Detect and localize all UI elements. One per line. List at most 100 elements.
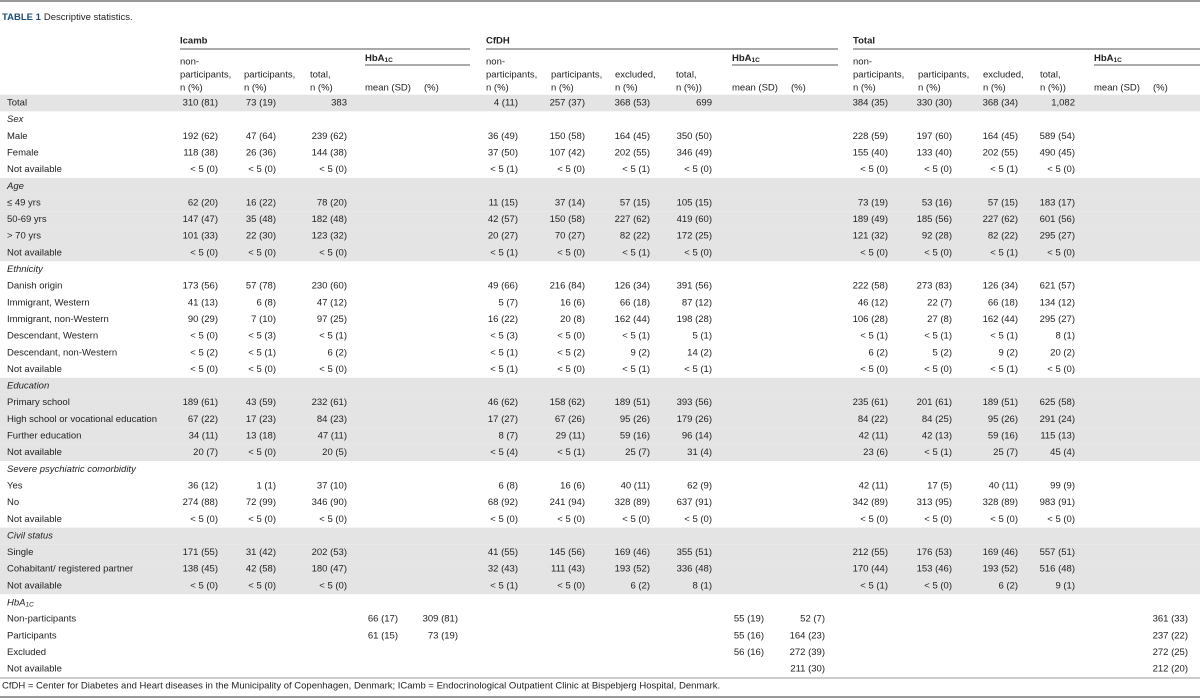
cell: 197 (60) <box>917 131 952 142</box>
hba1c-header: HbA1C <box>732 53 760 64</box>
cell: < 5 (1) <box>622 331 650 342</box>
cell: 346 (90) <box>312 497 347 508</box>
column-header: participants, <box>551 70 602 81</box>
cell: 228 (59) <box>853 131 888 142</box>
cell: 180 (47) <box>312 564 347 575</box>
cell: 169 (46) <box>983 547 1018 558</box>
cell: 516 (48) <box>1040 564 1075 575</box>
cell: < 5 (1) <box>622 164 650 175</box>
group-header: CfDH <box>486 36 510 47</box>
cell: 16 (22) <box>488 314 518 325</box>
row-label: 50-69 yrs <box>7 214 47 225</box>
cell: < 5 (1) <box>990 247 1018 258</box>
row-band <box>0 427 1200 445</box>
cell: 232 (61) <box>312 397 347 408</box>
cell: 45 (4) <box>1050 447 1075 458</box>
cell: 40 (11) <box>989 480 1018 491</box>
cell: 46 (12) <box>858 297 888 308</box>
cell: 147 (47) <box>183 214 218 225</box>
cell: 17 (23) <box>246 414 276 425</box>
column-header: participants, <box>180 70 231 81</box>
cell: < 5 (3) <box>248 331 276 342</box>
column-header: (%) <box>424 83 439 94</box>
cell: < 5 (0) <box>190 364 218 375</box>
cell: 192 (62) <box>183 131 218 142</box>
cell: < 5 (0) <box>1047 164 1075 175</box>
cell: 5 (1) <box>692 331 712 342</box>
row-label: Cohabitant/ registered partner <box>7 564 133 575</box>
cell: 9 (1) <box>1055 580 1075 591</box>
cell: 241 (94) <box>550 497 585 508</box>
cell: 106 (28) <box>853 314 888 325</box>
section-heading: Ethnicity <box>7 264 44 275</box>
cell: < 5 (1) <box>319 331 347 342</box>
row-label: Single <box>7 547 33 558</box>
cell: < 5 (0) <box>684 164 712 175</box>
cell: 419 (60) <box>677 214 712 225</box>
row-label: Further education <box>7 431 81 442</box>
cell: 273 (83) <box>917 281 952 292</box>
cell: 111 (43) <box>551 564 585 575</box>
hba1c-header: HbA1C <box>1094 53 1122 64</box>
row-band <box>0 244 1200 262</box>
cell: 5 (7) <box>498 297 518 308</box>
cell: 272 (25) <box>1153 647 1188 658</box>
cell: 393 (56) <box>677 397 712 408</box>
cell: < 5 (0) <box>319 247 347 258</box>
cell: 328 (89) <box>615 497 650 508</box>
row-label: Participants <box>7 630 57 641</box>
cell: 61 (15) <box>368 630 398 641</box>
cell: 62 (9) <box>687 480 712 491</box>
cell: 68 (92) <box>488 497 518 508</box>
hba1c-header-sub: 1C <box>1114 57 1123 64</box>
group-header: Icamb <box>180 36 208 47</box>
cell: 637 (91) <box>677 497 712 508</box>
cell: 1,082 <box>1051 98 1075 109</box>
column-header: total, <box>310 70 331 81</box>
cell: 212 (55) <box>853 547 888 558</box>
cell: 73 (19) <box>858 197 888 208</box>
cell: 150 (58) <box>550 131 585 142</box>
cell: 35 (48) <box>246 214 276 225</box>
section-heading-sub: 1C <box>25 601 34 608</box>
cell: 185 (56) <box>917 214 952 225</box>
cell: 126 (34) <box>983 281 1018 292</box>
cell: < 5 (1) <box>557 447 585 458</box>
cell: 6 (2) <box>630 580 650 591</box>
cell: 179 (26) <box>677 414 712 425</box>
cell: 346 (49) <box>677 147 712 158</box>
footnote: CfDH = Center for Diabetes and Heart dis… <box>2 681 720 692</box>
cell: 239 (62) <box>312 131 347 142</box>
cell: 107 (42) <box>550 147 585 158</box>
cell: < 5 (1) <box>490 164 518 175</box>
cell: 144 (38) <box>312 147 347 158</box>
cell: 216 (84) <box>550 281 585 292</box>
row-label: Not available <box>7 664 62 675</box>
cell: < 5 (0) <box>1047 364 1075 375</box>
cell: 16 (6) <box>560 480 585 491</box>
cell: < 5 (0) <box>190 331 218 342</box>
cell: 34 (11) <box>189 431 218 442</box>
cell: < 5 (1) <box>490 364 518 375</box>
cell: 42 (11) <box>859 480 888 491</box>
table-title: Descriptive statistics. <box>44 12 133 23</box>
hba1c-header-main: HbA <box>365 53 385 64</box>
row-band <box>0 411 1200 428</box>
cell: 170 (44) <box>853 564 888 575</box>
cell: 67 (22) <box>188 414 218 425</box>
column-header: participants, <box>853 70 904 81</box>
cell: 342 (89) <box>853 497 888 508</box>
cell: < 5 (0) <box>990 514 1018 525</box>
cell: 20 (2) <box>1050 347 1075 358</box>
cell: < 5 (1) <box>490 580 518 591</box>
row-label: High school or vocational education <box>7 414 157 425</box>
cell: < 5 (1) <box>248 347 276 358</box>
cell: 43 (59) <box>246 397 276 408</box>
row-label: Male <box>7 131 28 142</box>
cell: 361 (33) <box>1153 614 1188 625</box>
cell: 313 (95) <box>917 497 952 508</box>
column-header: participants, <box>918 70 969 81</box>
cell: < 5 (1) <box>990 364 1018 375</box>
row-band <box>0 577 1200 595</box>
